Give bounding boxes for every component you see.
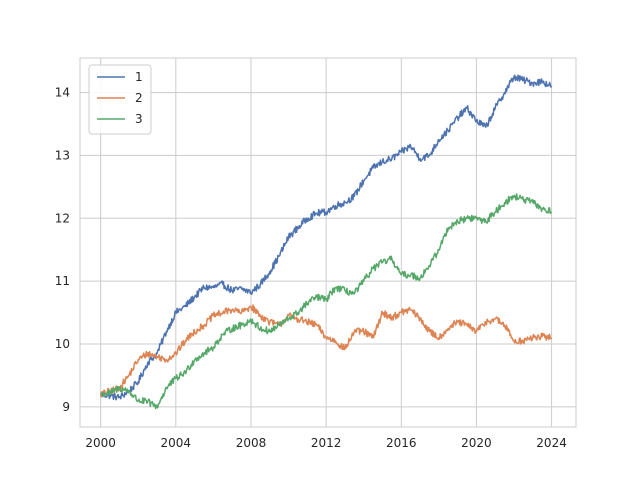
x-axis-ticks: 2000 2004 2008 2012 2016 2020 2024 [85, 436, 566, 450]
y-tick-label: 10 [55, 337, 70, 351]
x-tick-label: 2008 [236, 436, 267, 450]
legend-label-3: 3 [135, 112, 143, 126]
series-line-3 [100, 193, 553, 410]
y-axis-ticks: 9 10 11 12 13 14 [55, 86, 70, 414]
y-tick-label: 9 [62, 400, 70, 414]
y-tick-label: 12 [55, 211, 70, 225]
legend-label-2: 2 [135, 91, 143, 105]
x-tick-label: 2004 [161, 436, 192, 450]
legend-box [88, 64, 152, 135]
y-tick-label: 11 [55, 274, 70, 288]
grid-lines [80, 58, 576, 427]
legend: 1 2 3 [88, 64, 152, 135]
x-tick-label: 2016 [386, 436, 417, 450]
legend-label-1: 1 [135, 70, 143, 84]
series-lines [99, 74, 553, 410]
y-tick-label: 13 [55, 148, 70, 162]
y-tick-label: 14 [55, 86, 70, 100]
series-line-1 [99, 74, 553, 401]
x-tick-label: 2012 [311, 436, 342, 450]
x-tick-label: 2024 [536, 436, 567, 450]
x-tick-label: 2000 [85, 436, 116, 450]
x-tick-label: 2020 [461, 436, 492, 450]
series-line-2 [99, 304, 553, 398]
plot-frame [79, 57, 577, 428]
